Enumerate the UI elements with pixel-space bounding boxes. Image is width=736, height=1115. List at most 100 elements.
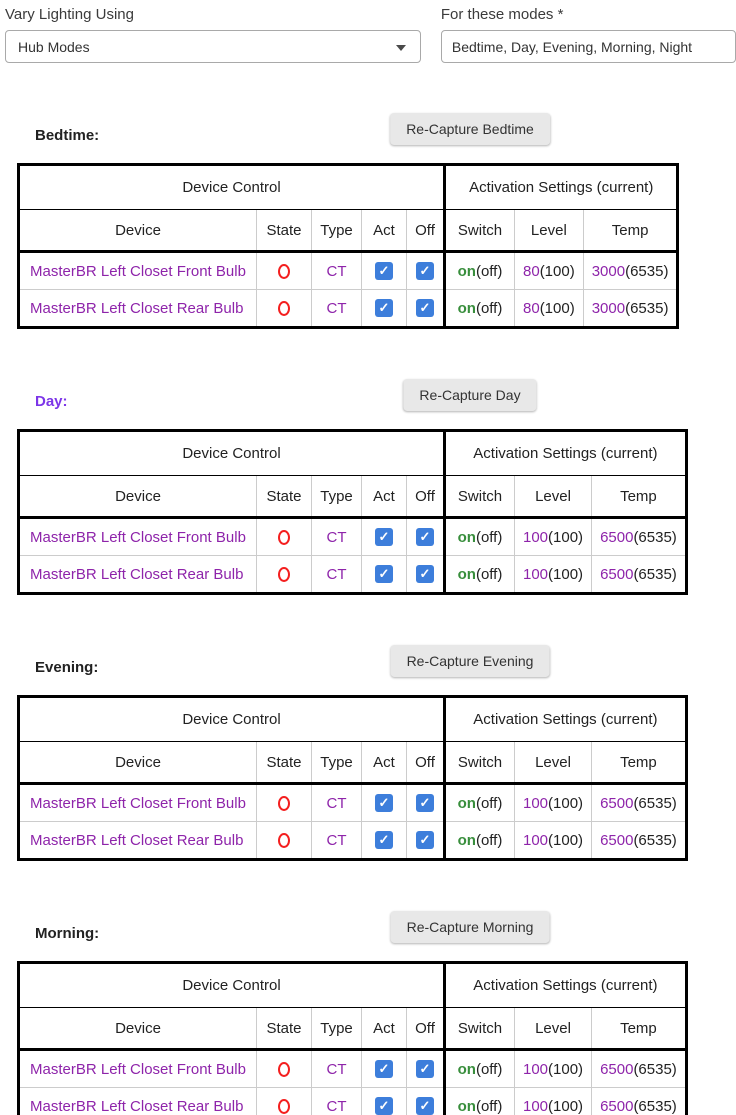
temp-current: (6535) — [633, 1060, 677, 1078]
state-off-icon — [278, 301, 290, 317]
device-link[interactable]: MasterBR Left Closet Rear Bulb — [30, 831, 244, 849]
recapture-button[interactable]: Re-Capture Bedtime — [390, 113, 550, 145]
off-checkbox-icon[interactable]: ✓ — [416, 1097, 434, 1115]
group-device-control: Device Control — [18, 430, 445, 476]
vary-lighting-value: Hub Modes — [18, 38, 90, 55]
device-link[interactable]: MasterBR Left Closet Front Bulb — [30, 262, 246, 280]
col-level: Level — [513, 475, 592, 519]
type-cell: CT — [311, 1049, 362, 1088]
group-device-control: Device Control — [18, 962, 445, 1008]
group-header-row: Device Control Activation Settings (curr… — [18, 430, 687, 476]
state-cell — [256, 555, 312, 594]
act-checkbox-icon[interactable]: ✓ — [375, 831, 393, 850]
off-cell: ✓ — [406, 821, 445, 860]
mode-section: Day: Re-Capture Day Device Control Activ… — [0, 379, 736, 595]
col-state: State — [256, 1007, 312, 1051]
level-current: (100) — [548, 565, 584, 583]
off-cell: ✓ — [406, 1087, 445, 1115]
device-link[interactable]: MasterBR Left Closet Rear Bulb — [30, 299, 244, 317]
act-checkbox-icon[interactable]: ✓ — [375, 299, 393, 318]
off-checkbox-icon[interactable]: ✓ — [416, 565, 434, 584]
device-link[interactable]: MasterBR Left Closet Front Bulb — [30, 1060, 246, 1078]
group-activation-settings: Activation Settings (current) — [443, 962, 687, 1008]
off-checkbox-icon[interactable]: ✓ — [416, 299, 434, 318]
switch-off: (off) — [475, 262, 503, 280]
mode-table: Device Control Activation Settings (curr… — [17, 961, 688, 1115]
vary-lighting-field: Vary Lighting Using Hub Modes — [5, 6, 421, 63]
device-link[interactable]: MasterBR Left Closet Front Bulb — [30, 794, 246, 812]
switch-off: (off) — [475, 528, 503, 546]
act-checkbox-icon[interactable]: ✓ — [375, 1097, 393, 1115]
state-off-icon — [278, 1062, 290, 1078]
act-checkbox-icon[interactable]: ✓ — [375, 1060, 393, 1079]
col-device: Device — [18, 209, 257, 253]
col-act: Act — [361, 741, 407, 785]
mode-header: Morning: Re-Capture Morning — [0, 911, 736, 943]
mode-table: Device Control Activation Settings (curr… — [17, 695, 688, 861]
act-cell: ✓ — [361, 1087, 407, 1115]
table-body: MasterBR Left Closet Front Bulb CT ✓ ✓ o… — [18, 1049, 687, 1115]
col-type: Type — [311, 1007, 362, 1051]
device-link[interactable]: MasterBR Left Closet Front Bulb — [30, 528, 246, 546]
temp-current: (6535) — [633, 565, 677, 583]
switch-cell: on(off) — [443, 289, 515, 328]
col-state: State — [256, 741, 312, 785]
recapture-button[interactable]: Re-Capture Evening — [390, 645, 550, 677]
switch-on: on — [457, 528, 476, 546]
col-level: Level — [513, 1007, 592, 1051]
group-activation-settings: Activation Settings (current) — [443, 430, 687, 476]
vary-lighting-select[interactable]: Hub Modes — [5, 30, 421, 63]
group-header-row: Device Control Activation Settings (curr… — [18, 962, 687, 1008]
temp-set: 6500 — [600, 1060, 634, 1078]
col-type: Type — [311, 209, 362, 253]
temp-cell: 3000(6535) — [582, 251, 678, 290]
recapture-button[interactable]: Re-Capture Day — [403, 379, 537, 411]
level-current: (100) — [548, 1060, 584, 1078]
off-checkbox-icon[interactable]: ✓ — [416, 831, 434, 850]
level-current: (100) — [548, 794, 584, 812]
act-checkbox-icon[interactable]: ✓ — [375, 794, 393, 813]
off-checkbox-icon[interactable]: ✓ — [416, 1060, 434, 1079]
temp-current: (6535) — [625, 299, 669, 317]
off-checkbox-icon[interactable]: ✓ — [416, 262, 434, 281]
temp-set: 6500 — [600, 565, 634, 583]
switch-on: on — [457, 299, 476, 317]
level-set: 80 — [523, 299, 540, 317]
switch-cell: on(off) — [443, 555, 515, 594]
col-act: Act — [361, 209, 407, 253]
act-checkbox-icon[interactable]: ✓ — [375, 262, 393, 281]
temp-cell: 3000(6535) — [582, 289, 678, 328]
device-link[interactable]: MasterBR Left Closet Rear Bulb — [30, 565, 244, 583]
state-off-icon — [278, 1099, 290, 1115]
recapture-button[interactable]: Re-Capture Morning — [390, 911, 550, 943]
switch-off: (off) — [475, 565, 503, 583]
col-device: Device — [18, 741, 257, 785]
col-level: Level — [513, 741, 592, 785]
device-cell: MasterBR Left Closet Front Bulb — [19, 518, 257, 556]
mode-section: Evening: Re-Capture Evening Device Contr… — [0, 645, 736, 861]
off-checkbox-icon[interactable]: ✓ — [416, 794, 434, 813]
level-set: 100 — [523, 831, 549, 849]
col-temp: Temp — [591, 741, 687, 785]
col-device: Device — [18, 1007, 257, 1051]
switch-cell: on(off) — [443, 1049, 515, 1088]
state-off-icon — [278, 796, 290, 812]
level-current: (100) — [548, 528, 584, 546]
off-cell: ✓ — [406, 289, 445, 328]
off-checkbox-icon[interactable]: ✓ — [416, 528, 434, 547]
device-link[interactable]: MasterBR Left Closet Rear Bulb — [30, 1097, 244, 1115]
modes-input[interactable] — [440, 30, 736, 63]
col-switch: Switch — [443, 209, 515, 253]
act-checkbox-icon[interactable]: ✓ — [375, 528, 393, 547]
column-header-row: Device State Type Act Off Switch Level T… — [18, 475, 687, 519]
temp-cell: 6500(6535) — [591, 1049, 687, 1088]
temp-cell: 6500(6535) — [591, 1087, 687, 1115]
act-checkbox-icon[interactable]: ✓ — [375, 565, 393, 584]
switch-off: (off) — [475, 1060, 503, 1078]
col-off: Off — [406, 1007, 445, 1051]
level-cell: 100(100) — [513, 1087, 592, 1115]
act-cell: ✓ — [361, 251, 407, 290]
device-cell: MasterBR Left Closet Front Bulb — [19, 1050, 257, 1088]
level-current: (100) — [539, 299, 575, 317]
